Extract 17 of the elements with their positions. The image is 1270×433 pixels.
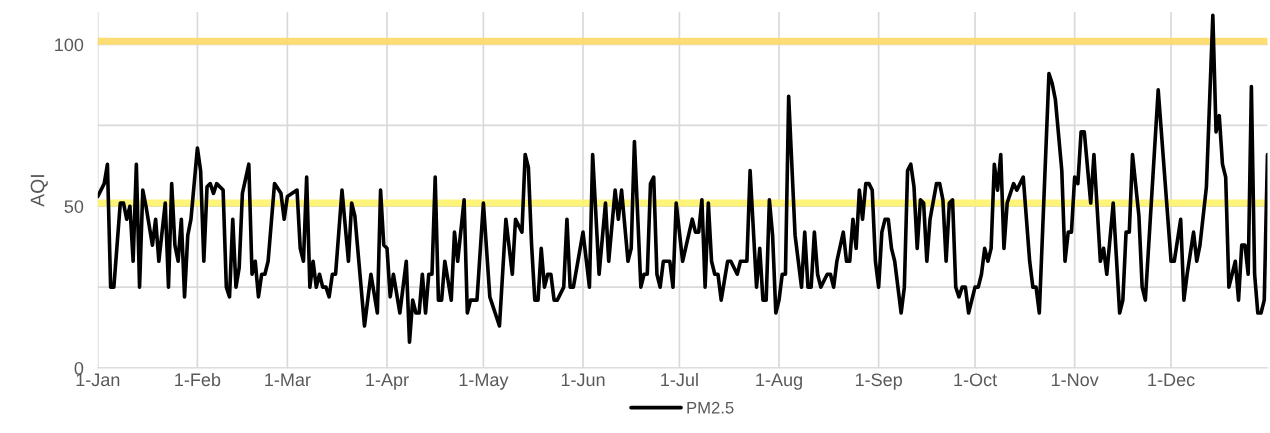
x-tick-label: 1-Apr [366,373,409,390]
x-tick-label: 1-Sep [855,373,902,390]
x-tick-label: 1-Jun [561,373,605,387]
y-tick-label: 50 [64,200,84,213]
x-tick-label: 1-Nov [1051,373,1099,387]
x-tick-label: 1-Feb [175,372,221,387]
y-tick-label: 100 [55,38,84,52]
y-tick-label: 0 [74,361,84,375]
x-tick-label: 1-Aug [756,373,802,390]
x-tick-label: 1-Dec [1148,373,1195,387]
legend-label: PM2.5 [687,401,734,414]
x-tick-label: 1-May [459,373,509,390]
x-tick-label: 1-Mar [265,373,311,387]
y-axis-title: AQI [30,175,48,207]
x-tick-label: 1-Jul [661,372,698,387]
x-tick-label: 1-Jan [76,373,120,387]
x-tick-label: 1-Oct [954,373,997,387]
